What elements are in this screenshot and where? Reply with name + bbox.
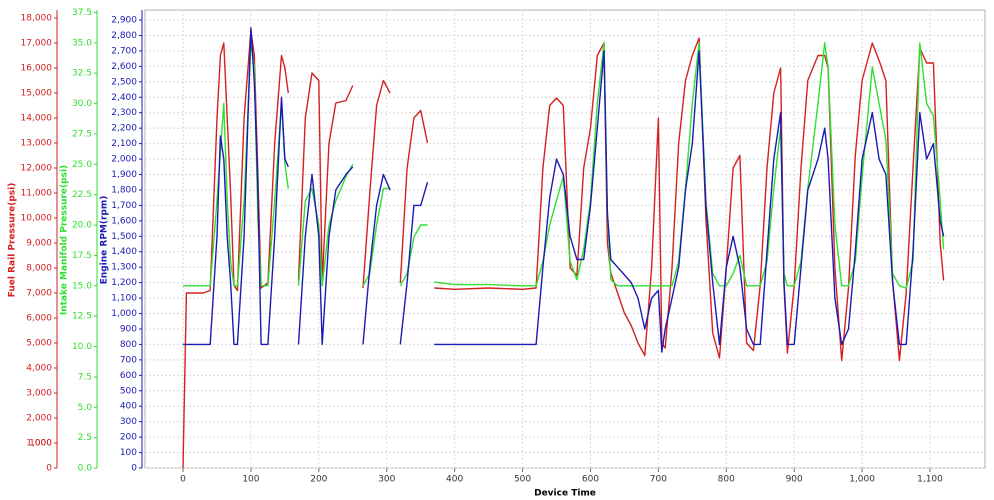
y-tick-label: 13,000 bbox=[21, 139, 53, 149]
x-tick-label: 800 bbox=[718, 475, 735, 485]
y-tick-label: 11,000 bbox=[21, 189, 53, 199]
y3-tick-label: 1,400 bbox=[111, 247, 137, 257]
x-tick-label: 200 bbox=[310, 475, 327, 485]
y2-tick-label: 25.0 bbox=[72, 160, 92, 170]
y2-tick-label: 37.5 bbox=[72, 8, 92, 18]
y-tick-label: 9,000 bbox=[26, 239, 52, 249]
y3-tick-label: 1,700 bbox=[111, 201, 137, 211]
y2-tick-label: 20.0 bbox=[72, 221, 92, 231]
x-tick-label: 400 bbox=[446, 475, 463, 485]
y3-tick-label: 1,000 bbox=[111, 309, 137, 319]
y3-tick-label: 1,500 bbox=[111, 232, 137, 242]
y3-tick-label: 800 bbox=[120, 340, 137, 350]
y-axis-title: Fuel Rail Pressure(psi) bbox=[8, 183, 18, 298]
y3-tick-label: 1,200 bbox=[111, 278, 137, 288]
x-tick-label: 900 bbox=[786, 475, 803, 485]
x-tick-label: 1,100 bbox=[917, 475, 943, 485]
y3-tick-label: 100 bbox=[120, 448, 137, 458]
x-tick-label: 0 bbox=[180, 475, 186, 485]
x-tick-label: 100 bbox=[242, 475, 259, 485]
x-tick-label: 700 bbox=[650, 475, 667, 485]
x-axis-title: Device Time bbox=[534, 489, 596, 499]
y-tick-label: 1,000 bbox=[26, 439, 52, 449]
y2-tick-label: 17.5 bbox=[72, 251, 92, 261]
y-tick-label: 17,000 bbox=[21, 39, 53, 49]
y3-tick-label: 500 bbox=[120, 386, 137, 396]
y-tick-label: 10,000 bbox=[21, 214, 53, 224]
y-tick-label: 7,000 bbox=[26, 289, 52, 299]
y2-tick-label: 35.0 bbox=[72, 38, 92, 48]
y3-tick-label: 1,800 bbox=[111, 185, 137, 195]
y2-tick-label: 30.0 bbox=[72, 99, 92, 109]
y-tick-label: 16,000 bbox=[21, 64, 53, 74]
series-layer bbox=[182, 27, 945, 468]
y3-tick-label: 2,200 bbox=[111, 124, 137, 134]
y3-tick-label: 1,300 bbox=[111, 263, 137, 273]
y-tick-label: 6,000 bbox=[26, 314, 52, 324]
y3-tick-label: 1,100 bbox=[111, 294, 137, 304]
y-tick-label: 3,000 bbox=[26, 389, 52, 399]
x-tick-label: 300 bbox=[378, 475, 395, 485]
y3-tick-label: 700 bbox=[120, 355, 137, 365]
y3-tick-label: 2,400 bbox=[111, 93, 137, 103]
y-tick-label: 8,000 bbox=[26, 264, 52, 274]
y-tick-label: 1000 bbox=[29, 439, 52, 449]
y-tick-label: 14,000 bbox=[21, 114, 53, 124]
y-tick-label: 0 bbox=[46, 464, 52, 474]
y2-axis-title: Intake Manifold Pressure(psi) bbox=[60, 165, 70, 315]
y2-tick-label: 7.5 bbox=[78, 372, 92, 382]
y3-tick-label: 200 bbox=[120, 433, 137, 443]
y-tick-label: 18,000 bbox=[21, 14, 53, 24]
y3-tick-label: 900 bbox=[120, 324, 137, 334]
y3-tick-label: 400 bbox=[120, 402, 137, 412]
y2-tick-label: 2.5 bbox=[78, 433, 92, 443]
plot-area bbox=[144, 9, 986, 469]
y3-tick-label: 2,700 bbox=[111, 46, 137, 56]
y3-axis-title: Engine RPM(rpm) bbox=[100, 196, 110, 285]
y2-tick-label: 10.0 bbox=[72, 342, 92, 352]
y2-tick-label: 0.0 bbox=[78, 464, 93, 474]
y3-tick-label: 2,500 bbox=[111, 77, 137, 87]
y3-tick-label: 1,900 bbox=[111, 170, 137, 180]
y3-tick-label: 2,100 bbox=[111, 139, 137, 149]
series-line bbox=[183, 27, 945, 353]
y2-tick-label: 5.0 bbox=[78, 403, 93, 413]
y3-tick-label: 2,600 bbox=[111, 62, 137, 72]
y3-tick-label: 300 bbox=[120, 417, 137, 427]
y-tick-label: 2,000 bbox=[26, 414, 52, 424]
y-tick-label: 15,000 bbox=[21, 89, 53, 99]
y3-tick-label: 0 bbox=[131, 464, 137, 474]
x-tick-label: 1,000 bbox=[849, 475, 875, 485]
y3-tick-label: 2,300 bbox=[111, 108, 137, 118]
y-tick-label: 12,000 bbox=[21, 164, 53, 174]
y2-tick-label: 27.5 bbox=[72, 129, 92, 139]
y3-tick-label: 2,000 bbox=[111, 155, 137, 165]
y2-tick-label: 22.5 bbox=[72, 190, 92, 200]
y3-tick-label: 2,900 bbox=[111, 16, 137, 26]
y-tick-label: 5,000 bbox=[26, 339, 52, 349]
x-tick-label: 600 bbox=[582, 475, 599, 485]
series-line bbox=[183, 42, 945, 289]
y3-tick-label: 2,800 bbox=[111, 31, 137, 41]
y3-tick-label: 600 bbox=[120, 371, 137, 381]
y2-tick-label: 12.5 bbox=[72, 312, 92, 322]
y2-tick-label: 32.5 bbox=[72, 69, 92, 79]
y2-tick-label: 15.0 bbox=[72, 281, 92, 291]
x-tick-label: 500 bbox=[514, 475, 531, 485]
y-tick-label: 4,000 bbox=[26, 364, 52, 374]
y3-tick-label: 1,600 bbox=[111, 216, 137, 226]
